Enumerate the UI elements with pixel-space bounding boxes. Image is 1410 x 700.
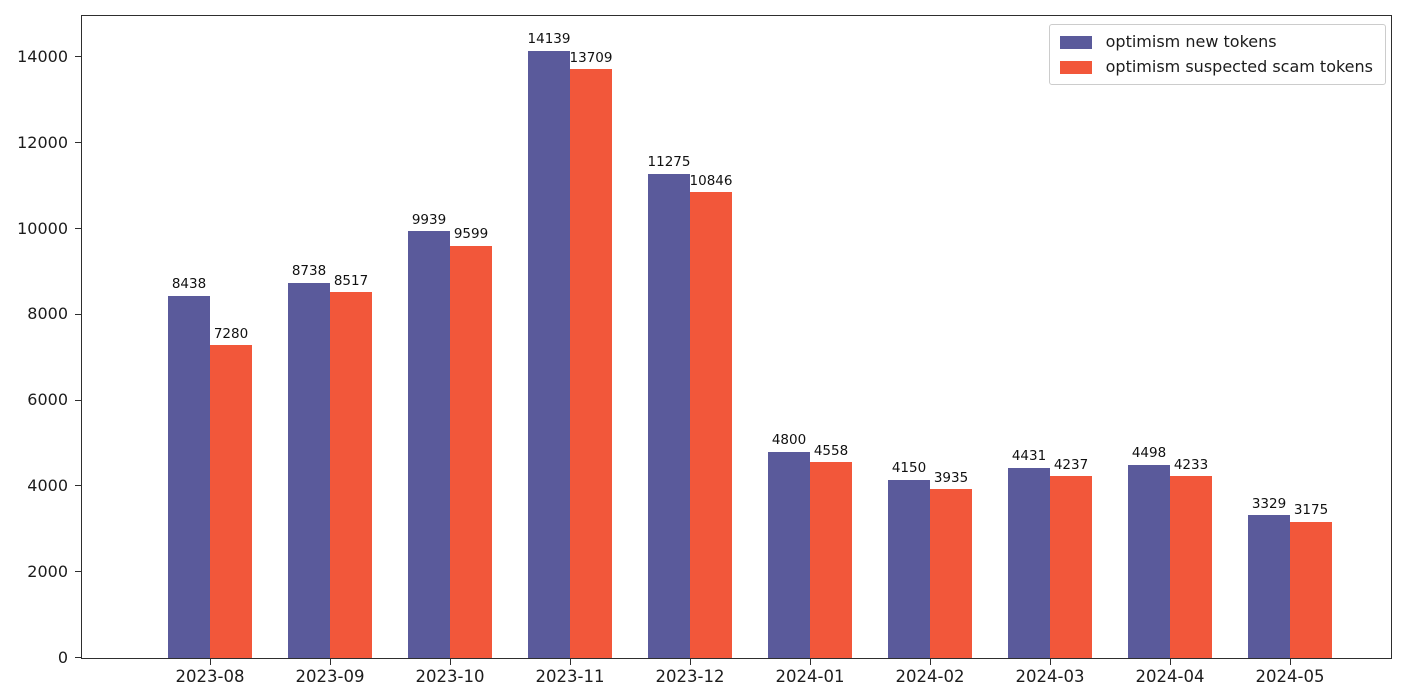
y-axis-tick-mark xyxy=(75,55,82,57)
x-axis-tick-label: 2023-09 xyxy=(295,667,365,686)
y-axis-tick-mark xyxy=(75,485,82,487)
x-axis-tick-mark xyxy=(330,658,331,665)
legend-swatch-new-tokens xyxy=(1059,35,1092,49)
bar-value-label: 13709 xyxy=(569,49,613,66)
x-axis-tick-label: 2024-04 xyxy=(1135,667,1205,686)
bar-scam-tokens xyxy=(210,345,252,658)
plot-area: optimism new tokens optimism suspected s… xyxy=(17,15,1392,686)
bar-value-label: 8738 xyxy=(291,263,327,280)
x-axis-tick-mark xyxy=(570,658,571,665)
x-axis-tick-mark xyxy=(930,658,931,665)
bar-scam-tokens xyxy=(690,192,732,658)
bar-value-label: 4237 xyxy=(1053,456,1089,473)
y-axis-tick-mark xyxy=(75,313,82,315)
x-axis-tick-label: 2024-05 xyxy=(1255,667,1325,686)
bar-new-tokens xyxy=(1008,467,1050,658)
bar-value-label: 4558 xyxy=(813,442,849,459)
bar-scam-tokens xyxy=(810,462,852,658)
bar-scam-tokens xyxy=(1290,521,1332,658)
bar-value-label: 4150 xyxy=(891,460,927,477)
y-axis-tick-label: 4000 xyxy=(27,476,68,496)
legend-label-new-tokens: optimism new tokens xyxy=(1105,32,1277,51)
y-axis-tick-label: 0 xyxy=(57,648,68,667)
bar-scam-tokens xyxy=(330,292,372,658)
bar-new-tokens xyxy=(408,231,450,658)
bar-new-tokens xyxy=(648,173,690,658)
bar-value-label: 3329 xyxy=(1251,495,1287,512)
y-axis-tick-label: 8000 xyxy=(27,304,68,324)
y-axis-tick-mark xyxy=(75,657,82,659)
x-axis-tick-mark xyxy=(690,658,691,665)
x-axis-tick-mark xyxy=(450,658,451,665)
legend: optimism new tokens optimism suspected s… xyxy=(1048,24,1386,85)
y-axis-tick-mark xyxy=(75,399,82,401)
bar-value-label: 11275 xyxy=(647,154,691,171)
x-axis-tick-label: 2023-10 xyxy=(415,667,485,686)
y-axis-tick-mark xyxy=(75,571,82,573)
bar-scam-tokens xyxy=(1170,476,1212,658)
y-axis-tick-label: 10000 xyxy=(17,218,68,238)
y-axis-tick-label: 2000 xyxy=(27,562,68,582)
x-axis-tick-mark xyxy=(810,658,811,665)
x-axis-tick-label: 2023-11 xyxy=(535,667,605,686)
bar-value-label: 4233 xyxy=(1173,456,1209,473)
x-axis-tick-label: 2024-01 xyxy=(775,667,845,686)
bar-value-label: 7280 xyxy=(213,325,249,342)
bar-new-tokens xyxy=(168,295,210,658)
bar-value-label: 3935 xyxy=(933,469,969,486)
bar-value-label: 4431 xyxy=(1011,448,1047,465)
bar-value-label: 4800 xyxy=(771,432,807,449)
bar-new-tokens xyxy=(888,479,930,658)
x-axis-tick-label: 2023-12 xyxy=(655,667,725,686)
bar-value-label: 8517 xyxy=(333,272,369,289)
bar-value-label: 10846 xyxy=(689,172,733,189)
bar-value-label: 9939 xyxy=(411,211,447,228)
bar-value-label: 9599 xyxy=(453,226,489,243)
bar-new-tokens xyxy=(288,282,330,658)
y-axis-tick-mark xyxy=(75,227,82,229)
bar-scam-tokens xyxy=(930,489,972,658)
x-axis-tick-label: 2024-03 xyxy=(1015,667,1085,686)
legend-swatch-scam-tokens xyxy=(1059,60,1092,74)
legend-item-scam-tokens: optimism suspected scam tokens xyxy=(1059,57,1373,77)
legend-label-scam-tokens: optimism suspected scam tokens xyxy=(1105,57,1373,76)
x-axis-tick-label: 2024-02 xyxy=(895,667,965,686)
x-axis-tick-label: 2023-08 xyxy=(175,667,245,686)
x-axis-tick-mark xyxy=(1290,658,1291,665)
y-axis-tick-label: 14000 xyxy=(17,46,68,66)
bar-value-label: 8438 xyxy=(171,276,207,293)
bar-value-label: 3175 xyxy=(1293,502,1329,519)
x-axis-tick-mark xyxy=(1050,658,1051,665)
bar-scam-tokens xyxy=(570,69,612,658)
y-axis-tick-mark xyxy=(75,141,82,143)
y-axis-tick-label: 12000 xyxy=(17,132,68,152)
x-axis-tick-mark xyxy=(210,658,211,665)
bar-value-label: 14139 xyxy=(527,31,571,48)
bar-new-tokens xyxy=(1128,464,1170,658)
bar-scam-tokens xyxy=(450,245,492,658)
bar-new-tokens xyxy=(1248,515,1290,658)
bar-new-tokens xyxy=(768,451,810,658)
legend-item-new-tokens: optimism new tokens xyxy=(1059,32,1373,52)
x-axis-tick-mark xyxy=(1170,658,1171,665)
y-axis-tick-label: 6000 xyxy=(27,390,68,410)
bar-scam-tokens xyxy=(1050,476,1092,658)
bar-value-label: 4498 xyxy=(1131,445,1167,462)
bar-new-tokens xyxy=(528,50,570,658)
